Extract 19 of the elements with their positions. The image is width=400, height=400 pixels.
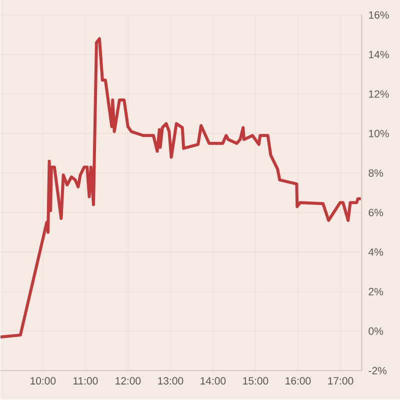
x-tick-label: 17:00	[328, 377, 354, 385]
x-tick-label: 12:00	[116, 377, 141, 385]
y-tick-label: 12%	[369, 90, 389, 98]
x-tick-label: 16:00	[286, 377, 311, 385]
y-tick-label: 8%	[368, 170, 384, 177]
y-tick-label: -2%	[368, 367, 387, 375]
y-tick-label: 14%	[369, 51, 389, 58]
x-tick-label: 11:00	[73, 377, 98, 385]
x-tick-label: 13:00	[158, 377, 184, 385]
x-tick-label: 15:00	[243, 377, 268, 385]
x-tick-label: 14:00	[200, 377, 226, 385]
line-series	[0, 37, 362, 339]
y-tick-label: 6%	[368, 209, 384, 216]
x-tick-label: 10:00	[30, 377, 56, 385]
y-tick-label: 0%	[368, 328, 384, 336]
y-tick-label: 4%	[368, 248, 384, 256]
y-tick-label: 2%	[368, 288, 384, 296]
y-tick-label: 10%	[369, 130, 389, 138]
y-tick-label: 16%	[369, 11, 389, 19]
